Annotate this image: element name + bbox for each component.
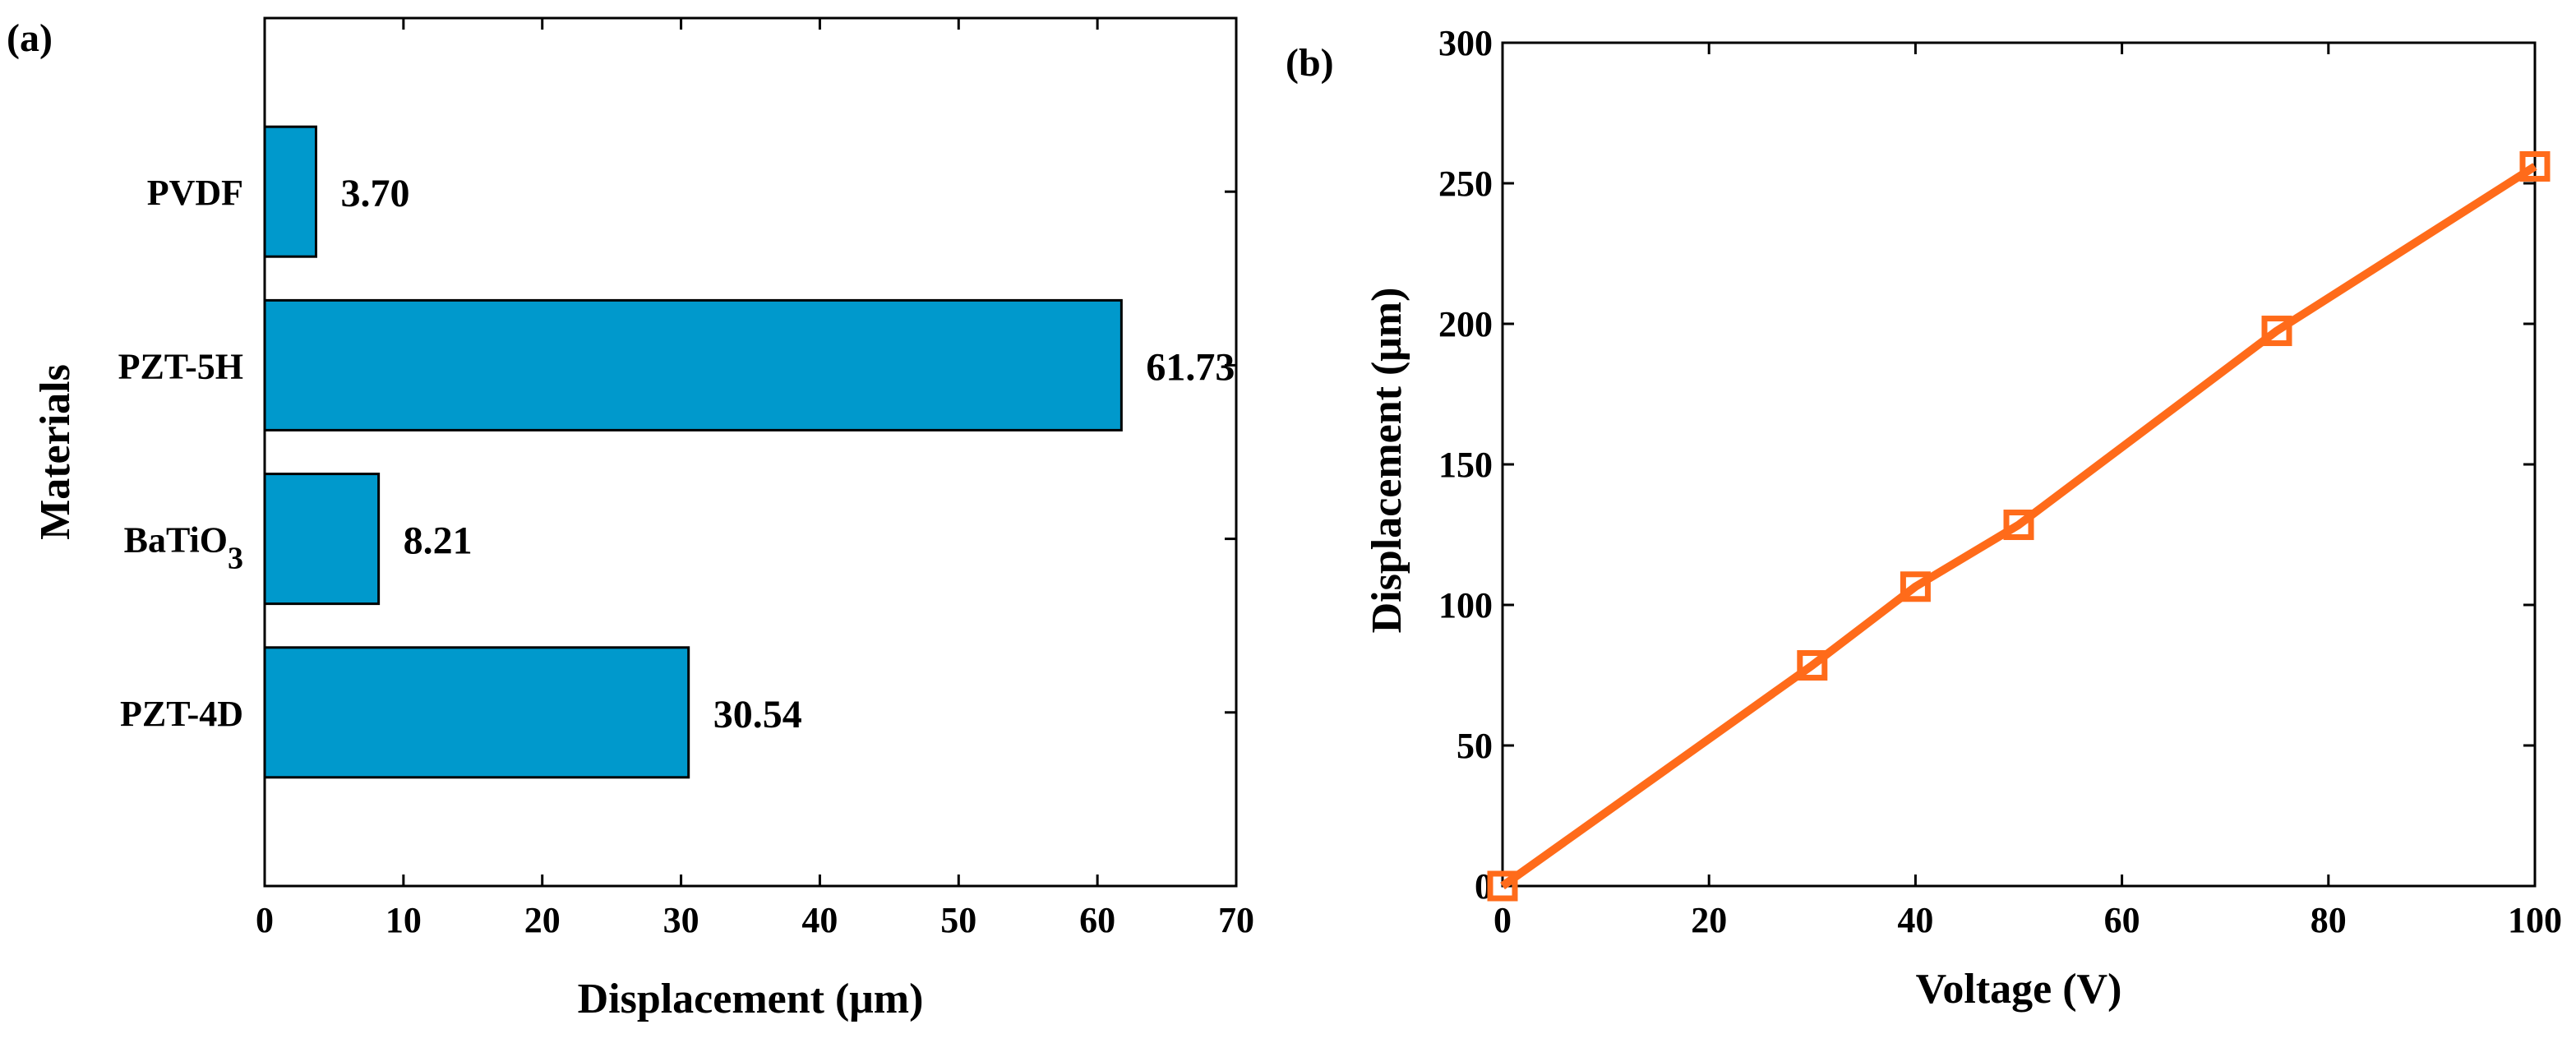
panel-b-markers bbox=[1487, 150, 2551, 902]
panel-a-x-tick-label: 50 bbox=[940, 900, 976, 940]
panel-a-x-tick-labels: 0 10 20 30 40 50 60 70 bbox=[256, 900, 1254, 940]
panel-b-y-tick-label: 100 bbox=[1438, 585, 1493, 625]
panel-a-value-labels: 30.54 8.21 61.73 3.70 bbox=[340, 172, 1235, 736]
panel-b-line-chart: (b) 0 20 40 60 80 100 0 50 100 150 200 250 300 Volt… bbox=[1286, 23, 2562, 1013]
panel-b-data-point bbox=[1900, 571, 1931, 602]
panel-b-x-tick-label: 40 bbox=[1897, 900, 1933, 940]
panel-b-plot-frame bbox=[1501, 41, 2537, 888]
panel-a-x-tick-label: 30 bbox=[663, 900, 699, 940]
panel-b-x-axis-title: Voltage (V) bbox=[1916, 966, 2122, 1013]
panel-a-category-label: PVDF bbox=[147, 173, 243, 213]
panel-b-y-tick-label: 50 bbox=[1457, 726, 1493, 766]
panel-b-data-point bbox=[2519, 150, 2551, 182]
panel-a-category-label: PZT-4D bbox=[120, 694, 243, 734]
panel-b-tag: (b) bbox=[1286, 41, 1334, 85]
panel-a-tag: (a) bbox=[7, 16, 53, 60]
panel-a-bars bbox=[263, 125, 1123, 779]
panel-b-y-axis-title: Displacement (μm) bbox=[1364, 288, 1410, 634]
panel-b-x-tick-label: 20 bbox=[1691, 900, 1727, 940]
panel-a-x-tick-label: 60 bbox=[1079, 900, 1115, 940]
panel-b-x-tick-label: 100 bbox=[2508, 900, 2562, 940]
panel-b-x-tick-label: 60 bbox=[2104, 900, 2140, 940]
panel-b-y-tick-label: 250 bbox=[1438, 164, 1493, 204]
panel-a-category-labels: PZT-4D BaTiO3 PZT-5H PVDF bbox=[118, 173, 243, 734]
panel-b-x-tick-labels: 0 20 40 60 80 100 bbox=[1493, 900, 2562, 940]
panel-a-value-label: 30.54 bbox=[713, 693, 802, 736]
panel-a-bar-chart: (a) 0 10 20 30 40 50 60 70 PZT-4D BaTiO3 PZT-5H PV… bbox=[7, 16, 1254, 1022]
panel-a-bar bbox=[263, 646, 690, 779]
panel-b-y-tick-label: 300 bbox=[1438, 23, 1493, 63]
panel-a-x-tick-label: 40 bbox=[801, 900, 838, 940]
panel-a-x-tick-label: 10 bbox=[385, 900, 422, 940]
panel-a-plot-frame bbox=[263, 16, 1238, 888]
panel-a-category-label: BaTiO3 bbox=[124, 520, 243, 576]
panel-a-value-label: 8.21 bbox=[404, 519, 473, 563]
panel-b-series-line bbox=[1500, 163, 2537, 890]
panel-a-bar bbox=[263, 473, 381, 606]
panel-a-x-axis-title: Displacement (μm) bbox=[578, 976, 924, 1022]
panel-b-x-tick-label: 0 bbox=[1493, 900, 1512, 940]
panel-a-bar bbox=[263, 125, 317, 258]
panel-a-bar bbox=[263, 298, 1123, 432]
panel-b-data-point bbox=[2261, 316, 2292, 347]
panel-a-value-label: 61.73 bbox=[1146, 345, 1235, 389]
panel-a-y-axis-title: Materials bbox=[32, 364, 79, 540]
panel-b-y-tick-label: 150 bbox=[1438, 445, 1493, 485]
panel-b-data-point bbox=[1797, 650, 1828, 681]
panel-a-category-label: PZT-5H bbox=[118, 346, 243, 386]
panel-a-x-tick-label: 0 bbox=[256, 900, 274, 940]
panel-b-data-point bbox=[2003, 510, 2034, 541]
panel-a-x-tick-label: 70 bbox=[1218, 900, 1254, 940]
panel-a-x-tick-label: 20 bbox=[524, 900, 561, 940]
panel-b-x-tick-label: 80 bbox=[2311, 900, 2347, 940]
panel-b-y-tick-label: 200 bbox=[1438, 304, 1493, 344]
panel-b-ticks bbox=[1501, 41, 2537, 888]
panel-a-value-label: 3.70 bbox=[340, 172, 409, 215]
panel-b-data-point bbox=[1487, 870, 1518, 902]
